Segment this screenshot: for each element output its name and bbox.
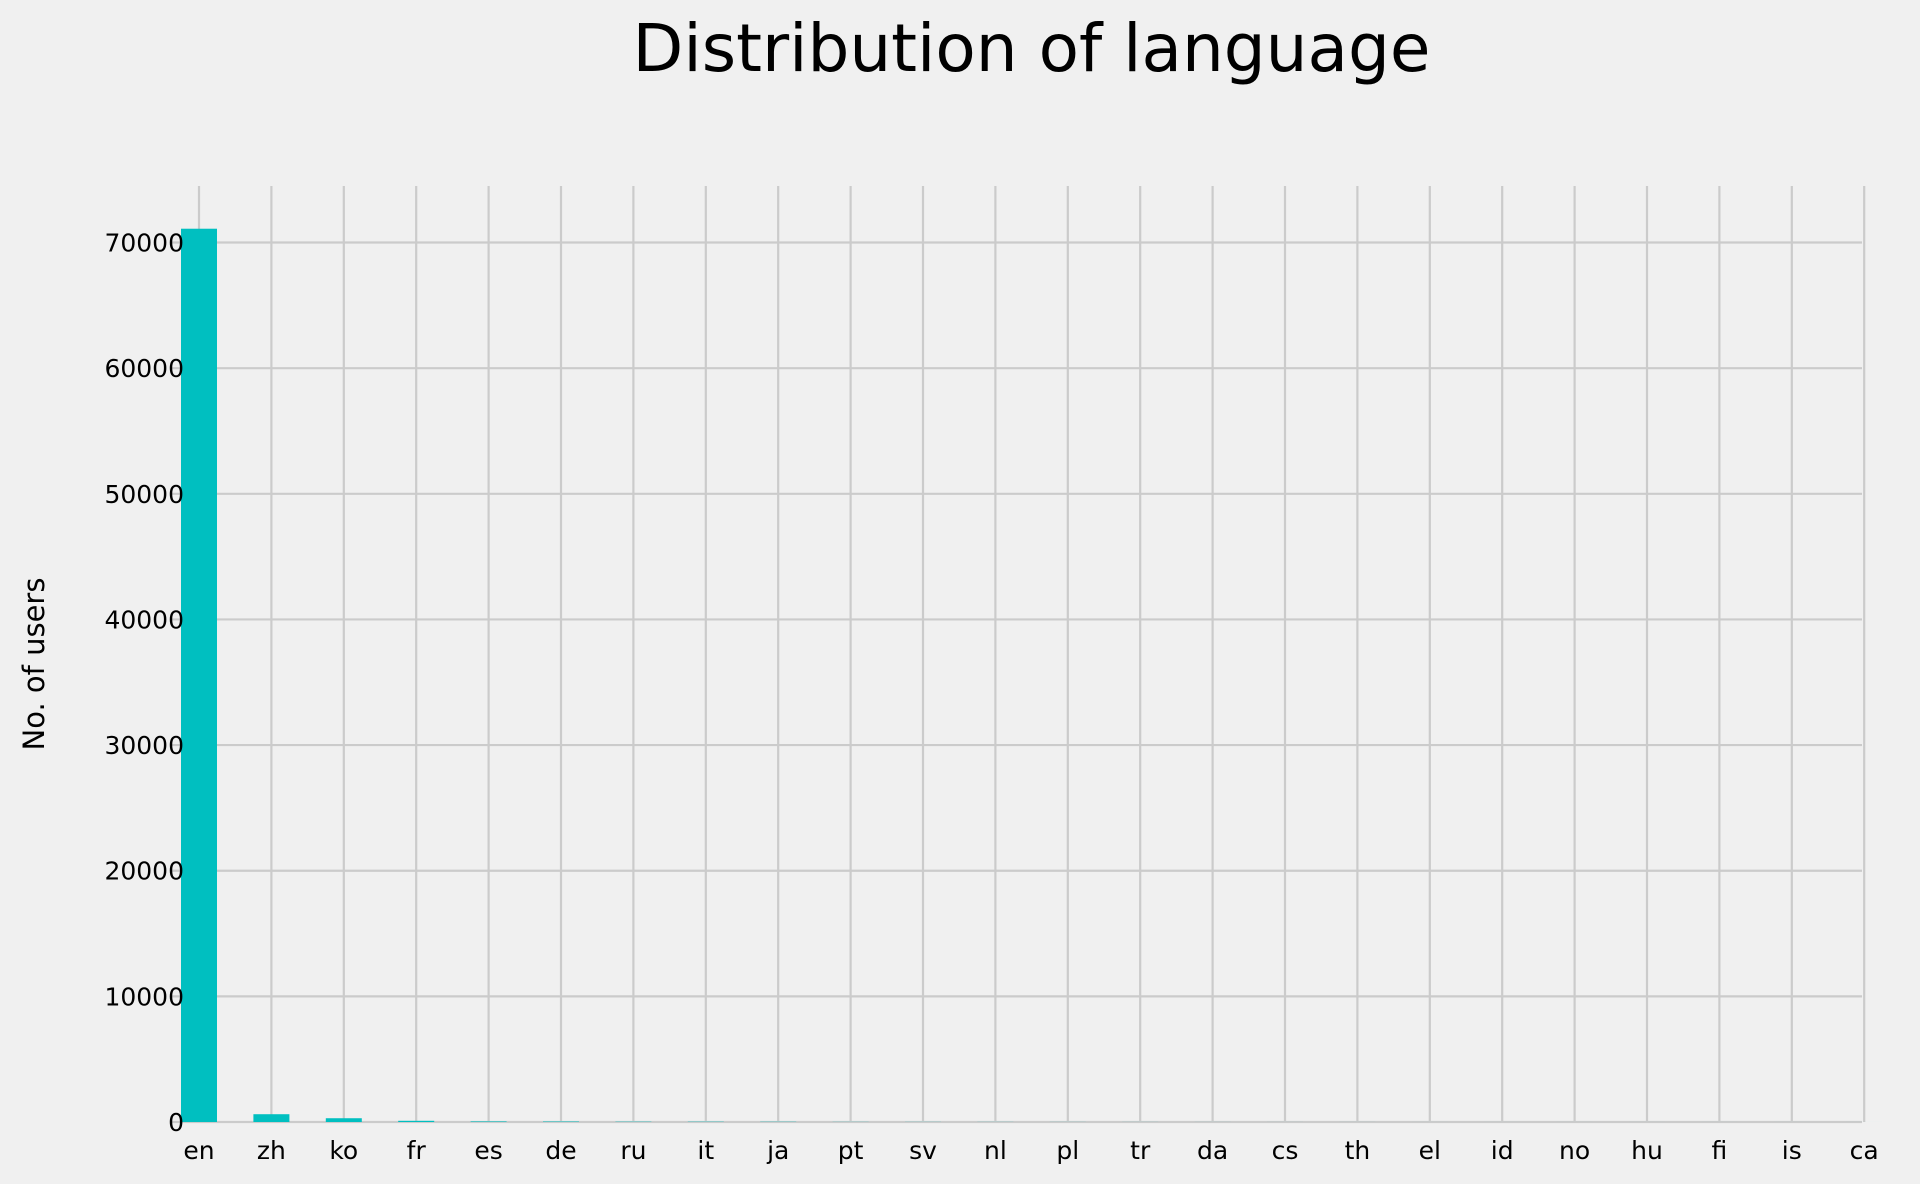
x-tick-label: zh	[257, 1136, 286, 1165]
y-tick-label: 10000	[104, 982, 184, 1011]
grid-lines	[171, 186, 1866, 1124]
chart-title: Distribution of language	[632, 10, 1431, 87]
x-tick-label: fi	[1712, 1136, 1728, 1165]
y-tick-label: 60000	[104, 354, 184, 383]
y-tick-label: 40000	[104, 605, 184, 634]
x-tick-label: th	[1345, 1136, 1371, 1165]
x-tick-label: fr	[407, 1136, 427, 1165]
x-tick-labels: en zh ko fr es de ru it ja pt sv nl pl tr da cs th el id no…	[183, 1136, 1878, 1165]
x-tick-label: hu	[1631, 1136, 1663, 1165]
x-tick-label: da	[1197, 1136, 1228, 1165]
x-tick-label: en	[183, 1136, 214, 1165]
bar-zh	[253, 1114, 290, 1122]
bar-ko	[325, 1118, 362, 1122]
y-tick-label: 20000	[104, 857, 184, 886]
x-tick-label: tr	[1130, 1136, 1151, 1165]
x-tick-label: el	[1419, 1136, 1441, 1165]
x-tick-label: is	[1782, 1136, 1802, 1165]
y-tick-label: 50000	[104, 480, 184, 509]
bars	[181, 228, 1883, 1122]
y-axis-label: No. of users	[17, 578, 51, 751]
y-tick-label: 30000	[104, 731, 184, 760]
bar-fr	[398, 1120, 435, 1122]
y-tick-labels: 0 10000 20000 30000 40000 50000 60000 70000	[104, 229, 184, 1137]
bar-en	[181, 228, 217, 1122]
x-tick-label: id	[1491, 1136, 1514, 1165]
y-tick-label: 0	[168, 1108, 184, 1137]
y-tick-label: 70000	[104, 229, 184, 258]
x-tick-label: cs	[1272, 1136, 1299, 1165]
bar-es	[470, 1121, 507, 1122]
x-tick-label: ca	[1850, 1136, 1879, 1165]
x-tick-label: ja	[766, 1136, 789, 1165]
x-tick-label: ko	[329, 1136, 358, 1165]
x-tick-label: pt	[838, 1136, 864, 1165]
x-tick-label: ru	[620, 1136, 646, 1165]
x-tick-label: es	[474, 1136, 502, 1165]
x-tick-label: no	[1559, 1136, 1590, 1165]
x-tick-label: de	[545, 1136, 576, 1165]
x-tick-label: pl	[1056, 1136, 1079, 1165]
x-tick-label: it	[697, 1136, 714, 1165]
x-tick-label: nl	[984, 1136, 1007, 1165]
x-tick-label: sv	[909, 1136, 937, 1165]
